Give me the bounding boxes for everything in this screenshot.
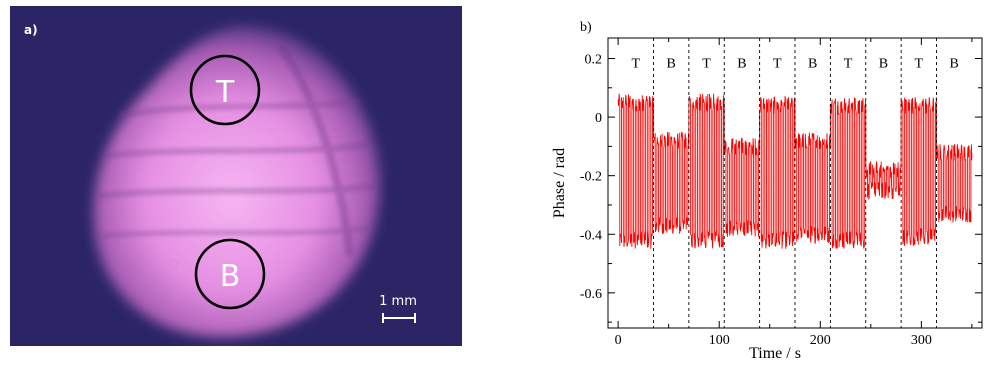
scale-bar-label: 1 mm — [379, 294, 417, 309]
dust-ring — [168, 259, 178, 269]
segment-label: T — [632, 56, 641, 71]
segment-label: B — [950, 56, 959, 71]
x-tick-label: 200 — [810, 333, 831, 348]
segment-label: B — [879, 56, 888, 71]
x-tick-label: 0 — [615, 333, 622, 348]
y-tick-label: -0.2 — [580, 170, 602, 185]
region-circle-t — [189, 54, 261, 126]
y-tick-label: -0.6 — [580, 287, 602, 302]
segment-label: T — [915, 56, 924, 71]
plot-frame — [607, 37, 983, 329]
fringe-bands — [97, 43, 377, 257]
x-axis-label: Time / s — [749, 345, 801, 362]
region-circle-b — [194, 238, 266, 310]
axis-ticks: 0 100 200 300 0.2 0 -0.2 -0.4 -0.6 — [580, 38, 982, 348]
x-tick-label: 100 — [709, 333, 730, 348]
y-axis-label: Phase / rad — [551, 148, 568, 218]
y-tick-label: 0 — [595, 111, 602, 126]
segment-label: T — [844, 56, 853, 71]
y-tick-label: 0.2 — [585, 53, 603, 68]
region-label-b: B — [220, 259, 241, 294]
scale-bar — [382, 313, 416, 323]
segment-label: B — [737, 56, 746, 71]
panel-b-label: b) — [580, 20, 592, 35]
panel-a-svg: T B a) 1 mm — [10, 6, 462, 346]
y-tick-label: -0.4 — [580, 228, 602, 243]
x-tick-label: 300 — [911, 333, 932, 348]
panel-a-image: T B a) 1 mm — [10, 6, 462, 346]
segment-label: B — [808, 56, 817, 71]
segment-boundaries — [653, 38, 937, 328]
phase-chart-svg: b) T B T B T B T B T B 0 100 200 300 0.2 0 -0.2 -0.4 -0.6… — [551, 20, 983, 362]
panel-a-label: a) — [24, 23, 38, 37]
region-label-t: T — [215, 75, 235, 110]
segment-label: T — [773, 56, 782, 71]
segment-label: B — [667, 56, 676, 71]
dust-ring — [173, 289, 183, 299]
panel-b-chart: b) T B T B T B T B T B 0 100 200 300 0.2 0 -0.2 -0.4 -0.6… — [540, 14, 990, 364]
segment-label: T — [702, 56, 711, 71]
